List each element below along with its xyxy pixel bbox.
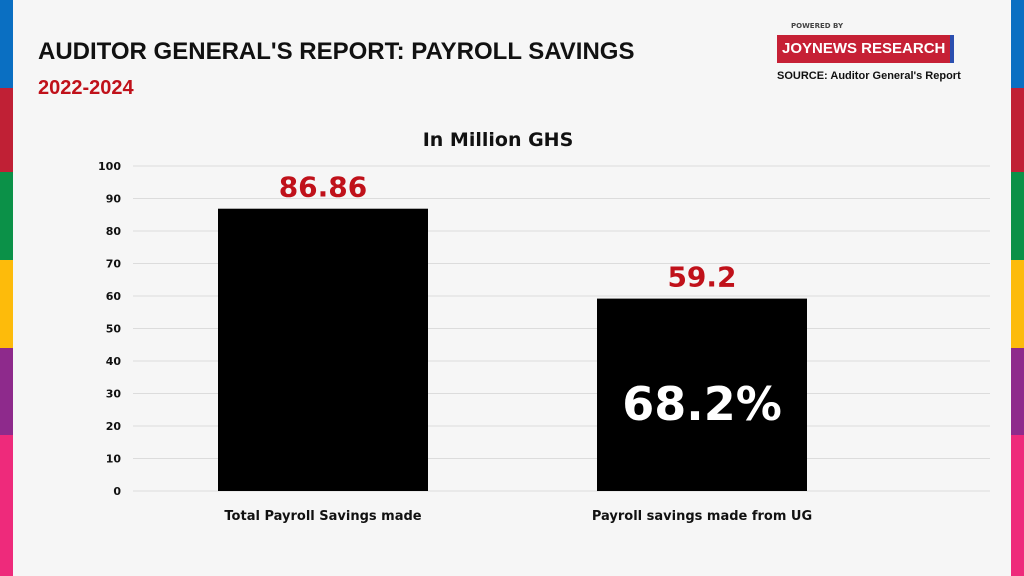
color-stripe — [1011, 435, 1024, 576]
data-label: 59.2 — [667, 261, 736, 294]
y-tick-label: 100 — [98, 160, 121, 173]
y-tick-label: 10 — [106, 453, 122, 466]
y-tick-label: 40 — [106, 355, 122, 368]
powered-by-label: POWERED BY — [791, 22, 844, 30]
color-stripe — [0, 348, 13, 435]
y-tick-label: 30 — [106, 388, 122, 401]
bar — [218, 208, 428, 491]
source-label: SOURCE: Auditor General's Report — [777, 70, 961, 82]
color-stripe — [0, 260, 13, 348]
color-stripe — [0, 88, 13, 172]
color-stripe — [1011, 172, 1024, 260]
color-stripe — [0, 0, 13, 88]
color-stripe — [0, 172, 13, 260]
y-tick-label: 60 — [106, 290, 122, 303]
color-stripe — [1011, 348, 1024, 435]
data-label: 86.86 — [279, 171, 368, 204]
y-tick-label: 0 — [113, 485, 121, 498]
joynews-research-logo: JOYNEWS RESEARCH — [777, 35, 955, 63]
y-tick-label: 80 — [106, 225, 122, 238]
y-tick-label: 50 — [106, 323, 122, 336]
page-subtitle: 2022-2024 — [38, 77, 134, 99]
bar — [597, 298, 807, 491]
color-stripe — [1011, 260, 1024, 348]
page-title: AUDITOR GENERAL'S REPORT: PAYROLL SAVING… — [38, 38, 635, 65]
y-tick-label: 20 — [106, 420, 122, 433]
y-tick-label: 90 — [106, 193, 122, 206]
x-tick-label: Total Payroll Savings made — [224, 509, 421, 524]
color-stripe — [1011, 0, 1024, 88]
color-stripe — [1011, 88, 1024, 172]
percentage-annotation: 68.2% — [622, 377, 782, 431]
color-stripe — [0, 435, 13, 576]
x-tick-label: Payroll savings made from UG — [592, 509, 812, 524]
chart-title: In Million GHS — [423, 129, 574, 151]
y-tick-label: 70 — [106, 258, 122, 271]
